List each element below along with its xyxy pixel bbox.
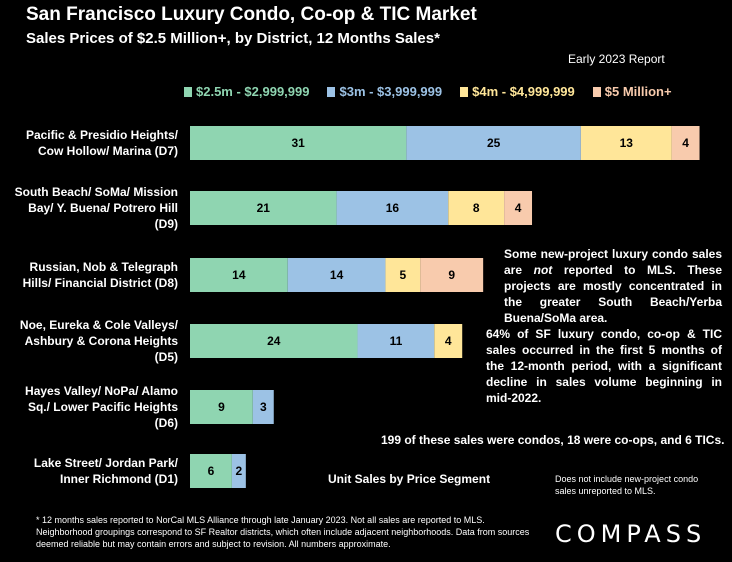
data-label-c0-s2: 13 (620, 136, 634, 150)
data-label-c2-s3: 9 (448, 268, 455, 282)
legend: $2.5m - $2,999,999 $3m - $3,999,999 $4m … (184, 84, 672, 99)
x-axis-label: Unit Sales by Price Segment (328, 472, 491, 486)
data-label-c2-s2: 5 (400, 268, 407, 282)
category-label-0: Pacific & Presidio Heights/Cow Hollow/ M… (26, 128, 179, 158)
category-label-2: Russian, Nob & Telegraph Hills/ Financial… (23, 260, 178, 290)
legend-item-s3: $5 Million+ (592, 84, 672, 99)
legend-swatch-s0 (184, 86, 192, 97)
note1-post: reported to MLS. These projects are most… (504, 263, 723, 325)
legend-item-s0: $2.5m - $2,999,999 (184, 84, 309, 99)
data-label-c1-s2: 8 (473, 201, 480, 215)
bar-segment-c2-s2 (385, 258, 421, 292)
bar-segment-c0-s3 (671, 126, 700, 160)
data-label-c2-s1: 14 (330, 268, 344, 282)
category-label-line: Hayes Valley/ NoPa/ Alamo (25, 384, 178, 398)
compass-logo: COMPASS (555, 520, 707, 548)
bar-segment-c3-s0 (190, 324, 358, 358)
note-property-types: 199 of these sales were condos, 18 were … (381, 433, 725, 447)
category-label-line: South Beach/ SoMa/ Mission (15, 185, 178, 199)
note-unreported-sales: Some new-project luxury condo sales are … (504, 246, 722, 326)
footnote: * 12 months sales reported to NorCal MLS… (36, 515, 530, 549)
bar-segment-c4-s1 (252, 390, 274, 424)
data-label-c0-s3: 4 (682, 136, 689, 150)
category-label-line: Pacific & Presidio Heights/ (26, 128, 179, 142)
data-label-c1-s3: 4 (515, 201, 522, 215)
legend-label-s1: $3m - $3,999,999 (339, 84, 443, 99)
legend-item-s1: $3m - $3,999,999 (327, 84, 442, 99)
category-label-line: Russian, Nob & Telegraph (30, 260, 178, 274)
bar-segment-c4-s0 (190, 390, 253, 424)
data-label-c4-s0: 9 (218, 400, 225, 414)
category-label-line: Noe, Eureka & Cole Valleys/ (20, 318, 179, 332)
category-label-line: Hills/ Financial District (D8) (23, 276, 178, 290)
bar-segment-c2-s3 (420, 258, 484, 292)
bar-segment-c5-s1 (231, 454, 246, 488)
category-label-4: Hayes Valley/ NoPa/ Alamo Sq./ Lower Paci… (25, 384, 178, 430)
data-label-c5-s1: 2 (236, 464, 243, 478)
category-label-line: Cow Hollow/ Marina (D7) (38, 144, 178, 158)
bar-segment-c1-s1 (336, 191, 449, 225)
category-label-line: (D9) (155, 217, 178, 231)
data-label-c4-s1: 3 (260, 400, 267, 414)
category-label-line: Sq./ Lower Pacific Heights (28, 400, 178, 414)
note-exclusion: Does not include new-project condo sales… (555, 474, 699, 496)
bar-segment-c3-s2 (434, 324, 463, 358)
chart-title: San Francisco Luxury Condo, Co-op & TIC … (26, 4, 477, 25)
data-label-c3-s1: 11 (390, 334, 403, 348)
category-label-5: Lake Street/ Jordan Park/Inner Richmond … (34, 456, 179, 486)
legend-label-s0: $2.5m - $2,999,999 (196, 84, 310, 99)
data-label-c0-s0: 31 (292, 136, 306, 150)
bar-segment-c3-s1 (357, 324, 435, 358)
bar-segment-c1-s0 (190, 191, 337, 225)
category-label-line: Bay/ Y. Buena/ Potrero Hill (28, 201, 178, 215)
category-label-line: (D5) (155, 350, 178, 364)
bar-segment-c2-s0 (190, 258, 288, 292)
bar-segment-c1-s3 (504, 191, 533, 225)
category-label-line: Inner Richmond (D1) (60, 472, 178, 486)
bar-segment-c0-s0 (190, 126, 407, 160)
legend-label-s2: $4m - $4,999,999 (472, 84, 575, 99)
category-label-3: Noe, Eureka & Cole Valleys/Ashbury & Cor… (20, 318, 179, 364)
bar-segment-c1-s2 (448, 191, 505, 225)
bar-segment-c0-s1 (406, 126, 581, 160)
data-label-c1-s0: 21 (257, 201, 271, 215)
category-label-line: (D6) (155, 416, 178, 430)
data-label-c3-s0: 24 (267, 334, 281, 348)
bar-segment-c2-s1 (287, 258, 386, 292)
legend-swatch-s3 (592, 86, 601, 97)
chart-subtitle: Sales Prices of $2.5 Million+, by Distri… (26, 30, 440, 47)
category-label-1: South Beach/ SoMa/ Mission Bay/ Y. Buena/… (15, 185, 178, 231)
category-label-line: Ashbury & Corona Heights (25, 334, 179, 348)
data-label-c1-s1: 16 (386, 201, 400, 215)
bar-segment-c5-s0 (190, 454, 232, 488)
legend-label-s3: $5 Million+ (604, 84, 672, 99)
data-label-c0-s1: 25 (487, 136, 501, 150)
note1-pre: Some new-project luxury condo sales are (504, 247, 722, 277)
note1-emphasis: not (533, 263, 553, 277)
note-sales-timing: 64% of SF luxury condo, co-op & TIC sale… (486, 327, 722, 405)
data-label-c5-s0: 6 (208, 464, 215, 478)
report-label: Early 2023 Report (568, 52, 665, 66)
legend-item-s2: $4m - $4,999,999 (460, 84, 575, 99)
data-label-c2-s0: 14 (232, 268, 246, 282)
category-label-line: Lake Street/ Jordan Park/ (34, 456, 179, 470)
bar-segment-c0-s2 (580, 126, 672, 160)
data-label-c3-s2: 4 (445, 334, 452, 348)
legend-swatch-s1 (327, 86, 336, 97)
legend-swatch-s2 (460, 86, 469, 97)
